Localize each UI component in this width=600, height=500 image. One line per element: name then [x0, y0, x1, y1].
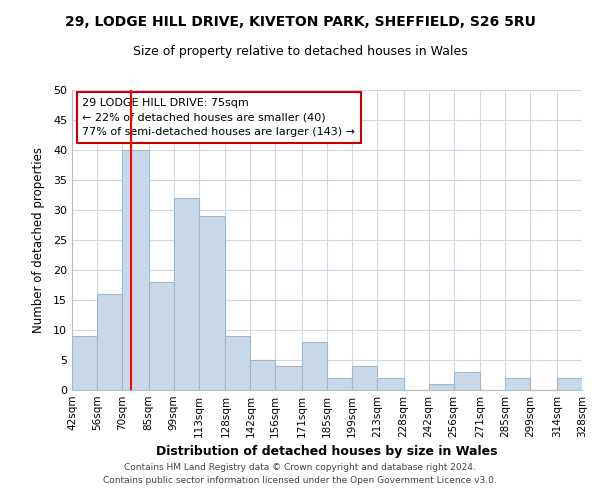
Bar — [250, 360, 275, 390]
Bar — [97, 294, 122, 390]
Bar — [122, 150, 149, 390]
Bar — [275, 366, 302, 390]
Bar — [149, 282, 173, 390]
Y-axis label: Number of detached properties: Number of detached properties — [32, 147, 44, 333]
Bar — [428, 384, 454, 390]
X-axis label: Distribution of detached houses by size in Wales: Distribution of detached houses by size … — [156, 446, 498, 458]
Bar — [505, 378, 530, 390]
Bar — [173, 198, 199, 390]
Bar — [226, 336, 250, 390]
Bar — [199, 216, 226, 390]
Bar — [352, 366, 377, 390]
Bar — [557, 378, 582, 390]
Bar — [302, 342, 327, 390]
Bar — [377, 378, 404, 390]
Bar — [72, 336, 97, 390]
Bar — [454, 372, 481, 390]
Text: 29 LODGE HILL DRIVE: 75sqm
← 22% of detached houses are smaller (40)
77% of semi: 29 LODGE HILL DRIVE: 75sqm ← 22% of deta… — [82, 98, 355, 137]
Text: 29, LODGE HILL DRIVE, KIVETON PARK, SHEFFIELD, S26 5RU: 29, LODGE HILL DRIVE, KIVETON PARK, SHEF… — [65, 15, 535, 29]
Text: Size of property relative to detached houses in Wales: Size of property relative to detached ho… — [133, 45, 467, 58]
Text: Contains HM Land Registry data © Crown copyright and database right 2024.
Contai: Contains HM Land Registry data © Crown c… — [103, 463, 497, 485]
Bar — [327, 378, 352, 390]
